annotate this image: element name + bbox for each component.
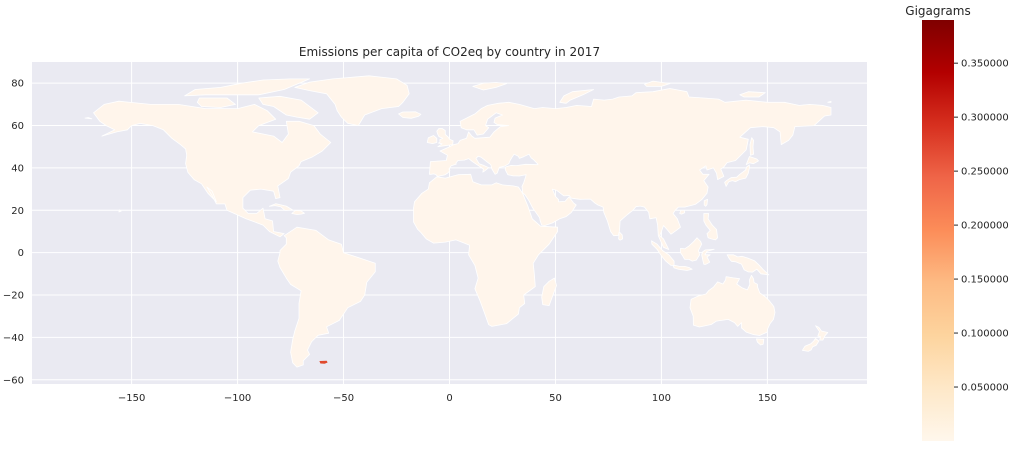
- colorbar: [922, 20, 954, 441]
- colorbar-tick-label-1: 0.100000: [961, 329, 1009, 340]
- y-axis-ticks: −60 −40 −20 0 20 40 60 80: [3, 79, 24, 387]
- land-sri-lanka: [618, 231, 623, 241]
- land-tasmania: [756, 338, 765, 346]
- colorbar-tick-label-4: 0.250000: [961, 167, 1009, 178]
- y-tick-label-5: 40: [11, 163, 24, 174]
- land-arctic-archipelago: [184, 78, 311, 97]
- land-borneo: [680, 237, 703, 262]
- land-new-guinea: [726, 254, 770, 276]
- land-hispaniola: [291, 210, 305, 215]
- colorbar-ticks: 0.050000 0.100000 0.150000 0.200000 0.250000…: [954, 59, 1009, 394]
- x-tick-label-3: 0: [446, 393, 452, 404]
- land-svalbard: [472, 82, 508, 91]
- land-taiwan: [703, 198, 708, 207]
- land-new-zealand-north: [815, 325, 829, 341]
- land-ireland: [426, 135, 438, 145]
- land-new-siberian-islands: [739, 91, 766, 98]
- x-tick-label-4: 50: [549, 393, 562, 404]
- y-tick-label-4: 20: [11, 206, 24, 217]
- land-australia: [689, 274, 776, 336]
- y-tick-label-2: −20: [3, 291, 24, 302]
- x-tick-label-2: −50: [333, 393, 354, 404]
- land-hokkaido: [745, 156, 759, 166]
- land-eurasia: [428, 88, 832, 250]
- land-wrangel-island: [827, 100, 832, 103]
- land-madagascar: [541, 277, 557, 307]
- x-axis-ticks: −150 −100 −50 0 50 100 150: [118, 393, 777, 404]
- land-victoria-island: [196, 97, 236, 108]
- y-tick-label-6: 60: [11, 121, 24, 132]
- land-severnaya-zemlya: [644, 80, 671, 87]
- land-baffin-island: [258, 95, 319, 120]
- land-cuba: [268, 203, 293, 211]
- land-sumatra: [651, 240, 675, 266]
- land-philippines: [703, 213, 718, 241]
- chart-title: Emissions per capita of CO2eq by country…: [299, 45, 600, 59]
- land-new-zealand-south: [802, 338, 820, 352]
- land-greenland: [294, 75, 410, 126]
- y-tick-label-3: 0: [18, 248, 24, 259]
- y-tick-label-1: −40: [3, 333, 24, 344]
- land-novaya-zemlya: [559, 89, 594, 104]
- land-masses: [84, 75, 832, 368]
- colorbar-tick-label-0: 0.050000: [961, 383, 1009, 394]
- land-africa: [413, 173, 558, 327]
- x-tick-label-6: 150: [758, 393, 777, 404]
- land-north-america: [93, 100, 332, 238]
- land-sulawesi: [701, 248, 715, 265]
- land-japan: [724, 164, 750, 187]
- land-hawaii: [118, 209, 122, 213]
- x-tick-label-0: −150: [118, 393, 145, 404]
- colorbar-tick-label-5: 0.300000: [961, 113, 1009, 124]
- land-falkland-islands: [319, 360, 328, 364]
- x-tick-label-1: −100: [224, 393, 251, 404]
- colorbar-tick-label-6: 0.350000: [961, 59, 1009, 70]
- land-hainan: [679, 209, 686, 215]
- y-tick-label-7: 80: [11, 79, 24, 90]
- land-sakhalin: [749, 137, 754, 156]
- land-java: [672, 264, 693, 271]
- colorbar-tick-label-2: 0.150000: [961, 275, 1009, 286]
- land-iceland: [398, 111, 422, 119]
- x-tick-label-5: 100: [652, 393, 671, 404]
- land-alaska-west-island: [84, 117, 93, 120]
- land-great-britain: [436, 128, 454, 148]
- land-south-america: [277, 226, 376, 368]
- colorbar-title: Gigagrams: [905, 4, 970, 18]
- colorbar-tick-label-3: 0.200000: [961, 221, 1009, 232]
- y-tick-label-0: −60: [3, 375, 24, 386]
